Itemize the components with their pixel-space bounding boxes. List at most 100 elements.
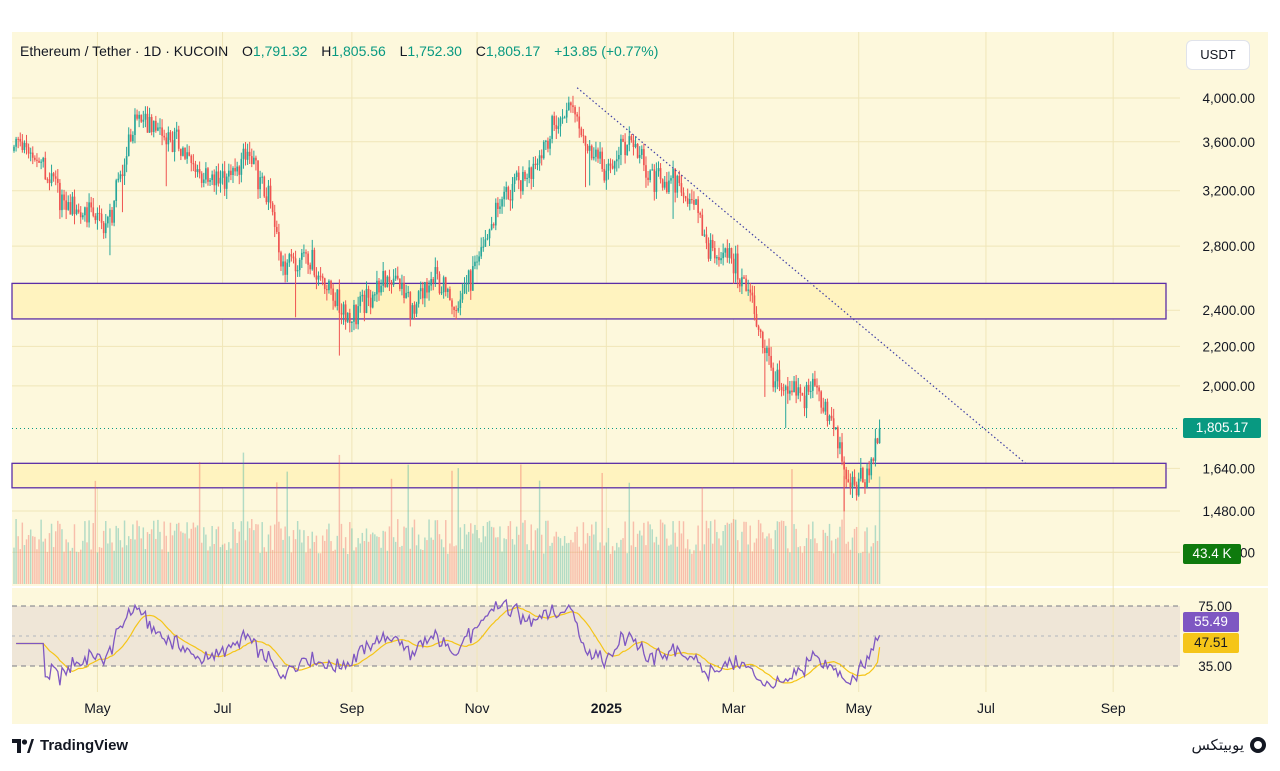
candle-body (123, 164, 126, 177)
volume-bar (789, 552, 791, 584)
candle-body (601, 151, 604, 169)
candle-body (253, 157, 255, 165)
volume-bar (321, 535, 324, 584)
volume-bar (248, 528, 251, 584)
volume-bar (776, 521, 779, 584)
candle-body (519, 180, 522, 192)
candle-body (515, 172, 518, 178)
volume-bar (676, 546, 678, 584)
candle-body (774, 381, 777, 388)
candle-body (722, 252, 724, 259)
candle-body (446, 289, 449, 293)
candle-body (77, 209, 80, 213)
volume-bar (553, 536, 555, 584)
volume-bar (173, 530, 176, 584)
candle-body (165, 137, 168, 145)
candle-body (65, 200, 67, 210)
candle-body (713, 247, 716, 259)
volume-bar (480, 542, 482, 584)
candle-body (44, 157, 47, 180)
volume-bar (791, 469, 793, 584)
volume-bar (530, 524, 532, 584)
candle-body (784, 386, 787, 391)
candle-body (344, 304, 347, 322)
candle-body (365, 288, 368, 313)
y-tick-label: 4,000.00 (1202, 91, 1255, 106)
volume-bar (759, 523, 762, 584)
volume-bar (407, 464, 409, 584)
candle-body (684, 196, 687, 199)
candle-body (459, 299, 462, 308)
volume-bar (839, 526, 841, 584)
candle-body (701, 214, 704, 236)
candle-body (820, 391, 823, 408)
candle-body (597, 149, 599, 159)
plot-background (12, 32, 1268, 692)
volume-bar (447, 553, 449, 584)
candle-body (111, 209, 113, 223)
volume-bar (682, 521, 685, 584)
candle-body (127, 134, 130, 157)
candle-body (874, 438, 877, 461)
candle-body (501, 199, 503, 207)
candle-body (743, 277, 745, 279)
volume-bar (488, 520, 491, 584)
candle-body (346, 312, 349, 322)
volume-bar (40, 519, 42, 584)
volume-bar (774, 530, 777, 584)
volume-bar (422, 549, 424, 584)
candle-body (592, 156, 595, 159)
candle-body (196, 169, 199, 172)
candle-body (67, 202, 70, 210)
volume-bar (626, 553, 628, 584)
tradingview-brand[interactable]: TradingView (12, 737, 128, 754)
candle-body (140, 114, 143, 122)
x-axis-background (12, 692, 1268, 724)
candle-body (628, 136, 631, 145)
volume-bar (668, 545, 670, 584)
volume-bar (190, 528, 193, 584)
candle-body (553, 116, 556, 125)
currency-button[interactable]: USDT (1186, 40, 1250, 70)
volume-bar (363, 541, 366, 584)
candle-body (476, 261, 478, 263)
volume-bar (616, 542, 618, 584)
volume-bar (568, 542, 570, 584)
candle-body (497, 202, 499, 209)
candle-body (305, 252, 307, 254)
volume-bar (36, 549, 38, 584)
candle-body (615, 159, 618, 162)
volume-bar (645, 545, 647, 584)
candle-body (115, 180, 118, 201)
candle-body (630, 136, 633, 141)
candle-body (542, 141, 545, 159)
candle-body (843, 461, 845, 470)
volume-bar (812, 521, 814, 584)
change-value: +13.85 (+0.77%) (554, 43, 659, 59)
candle-body (315, 275, 318, 280)
candle-body (136, 114, 138, 119)
volume-bar (718, 538, 720, 584)
low-value: 1,752.30 (407, 43, 462, 59)
candle-body (363, 294, 366, 313)
volume-bar (749, 525, 751, 584)
volume-bar (52, 547, 55, 584)
candle-body (505, 187, 508, 192)
volume-bar (365, 528, 368, 584)
y-tick-label: 1,480.00 (1202, 504, 1255, 519)
volume-bar (209, 546, 211, 584)
candle-body (632, 140, 635, 148)
candle-body (52, 173, 55, 177)
candle-body (809, 390, 812, 392)
candle-body (795, 381, 797, 396)
candle-body (607, 163, 610, 171)
volume-bar (459, 527, 462, 584)
candle-body (638, 154, 641, 158)
rsi-line (16, 598, 881, 689)
volume-bar (305, 552, 307, 584)
volume-bar (486, 522, 489, 584)
candle-body (278, 231, 280, 253)
candle-body (421, 288, 424, 299)
volume-bar (334, 549, 336, 584)
